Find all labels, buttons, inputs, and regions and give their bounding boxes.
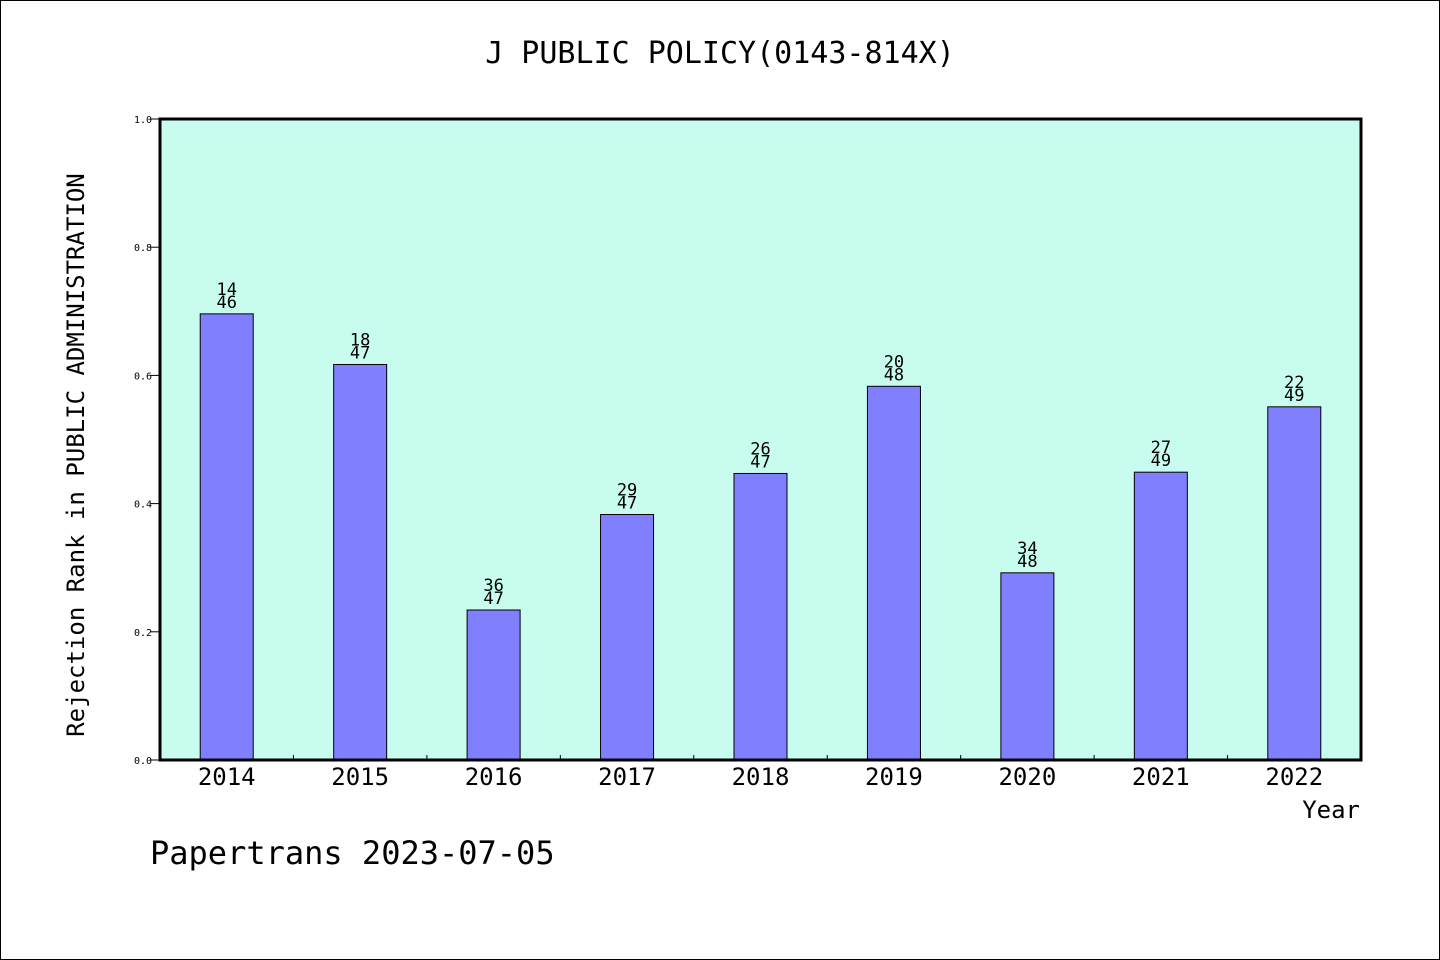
y-tick-label: 0.4	[134, 500, 152, 511]
bar-2014	[199, 313, 254, 761]
plot-border	[158, 117, 1363, 762]
bar-label-rank: 29	[617, 480, 637, 500]
bar-2019	[866, 385, 921, 761]
bar-label-rank: 18	[350, 331, 370, 351]
bar-label-total: 49	[1284, 386, 1304, 406]
x-tick-label: 2021	[1132, 763, 1190, 791]
x-tick-label: 2017	[598, 763, 656, 791]
bar-2017	[600, 513, 655, 761]
bar-label-total: 47	[350, 344, 370, 364]
footer-credit: Papertrans 2023-07-05	[150, 834, 555, 872]
bar-2015	[333, 364, 388, 761]
bar-label-rank: 22	[1284, 373, 1304, 393]
y-axis: 0.0 0.2 0.4 0.6 0.8 1.0	[134, 115, 160, 767]
bar-label-total: 47	[483, 589, 503, 609]
bar-label-total: 48	[1017, 552, 1037, 572]
x-tick-label: 2014	[198, 763, 256, 791]
x-tick-label: 2018	[732, 763, 790, 791]
x-tick-label: 2022	[1265, 763, 1323, 791]
bar-label-total: 48	[884, 365, 904, 385]
bar-label-rank: 34	[1017, 539, 1037, 559]
bar-label-rank: 26	[750, 439, 770, 459]
bar-label-rank: 20	[884, 352, 904, 372]
x-tick-label: 2016	[465, 763, 523, 791]
bar-label-rank: 14	[216, 280, 236, 300]
x-tick-label: 2019	[865, 763, 923, 791]
y-tick-label: 1.0	[134, 115, 152, 126]
bars	[199, 313, 1322, 761]
chart-title: J PUBLIC POLICY(0143-814X)	[485, 36, 955, 71]
bar-label-total: 47	[750, 452, 770, 472]
bar-2021	[1133, 471, 1188, 761]
x-axis: 2014 2015 2016 2017 2018 2019 2020 2021 2022	[198, 755, 1323, 791]
x-tick-label: 2015	[331, 763, 389, 791]
y-tick-label: 0.8	[134, 243, 152, 254]
x-tick-label: 2020	[998, 763, 1056, 791]
bar-label-total: 49	[1151, 451, 1171, 471]
bar-label-total: 46	[216, 293, 236, 313]
bar-2022	[1267, 406, 1322, 761]
bar-2018	[733, 472, 788, 761]
y-tick-label: 0.6	[134, 371, 152, 382]
x-axis-label: Year	[1302, 796, 1360, 824]
y-tick-label: 0.2	[134, 628, 152, 639]
bar-2016	[466, 609, 521, 761]
bar-2020	[1000, 572, 1055, 761]
bar-label-rank: 27	[1151, 438, 1171, 458]
bar-label-rank: 36	[483, 576, 503, 596]
bar-label-total: 47	[617, 493, 637, 513]
y-tick-label: 0.0	[134, 756, 152, 767]
